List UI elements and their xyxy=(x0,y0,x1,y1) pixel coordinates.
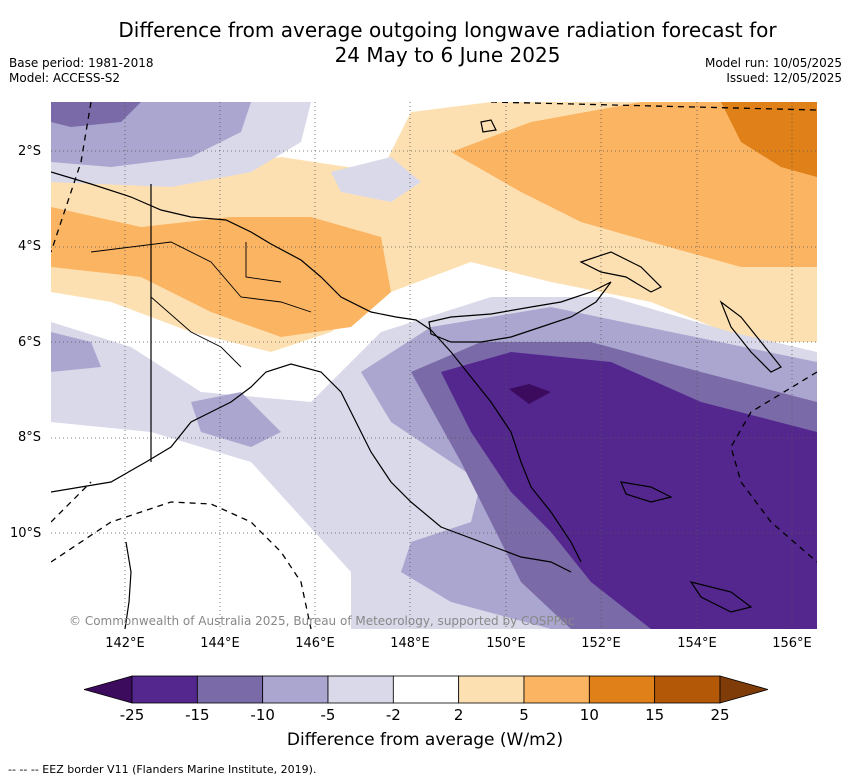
province-borders xyxy=(90,241,312,368)
colorbar-segment xyxy=(392,675,460,704)
anomaly-5-10-region-ne xyxy=(451,102,817,267)
lon-label-146e: 146°E xyxy=(295,636,335,651)
lon-label-144e: 144°E xyxy=(200,636,240,651)
model-name: Model: ACCESS-S2 xyxy=(9,71,121,85)
colorbar-segment xyxy=(523,675,590,704)
colorbar-title: Difference from average (W/m2) xyxy=(286,730,564,750)
meta-right: Model run: 10/05/2025 Issued: 12/05/2025 xyxy=(705,56,842,86)
lon-label-150e: 150°E xyxy=(486,636,526,651)
meta-left: Base period: 1981-2018 Model: ACCESS-S2 xyxy=(9,56,154,86)
colorbar-cap-low xyxy=(84,675,133,704)
map-title: Difference from average outgoing longwav… xyxy=(80,18,815,68)
title-line-2: 24 May to 6 June 2025 xyxy=(334,43,561,67)
anomaly-neg2-neg5-region-small xyxy=(331,157,421,202)
lat-label-4s: 4°S xyxy=(18,239,42,254)
title-line-1: Difference from average outgoing longwav… xyxy=(118,18,777,42)
colorbar-tick-label: 15 xyxy=(645,706,665,724)
colorbar xyxy=(84,675,768,704)
colorbar-segment xyxy=(196,675,264,704)
lon-label-148e: 148°E xyxy=(390,636,430,651)
coastlines xyxy=(51,119,782,629)
colorbar-tick-label: -10 xyxy=(250,706,275,724)
colorbar-segment xyxy=(131,675,198,704)
anomaly-neg5-neg10-region-mid xyxy=(191,392,281,447)
colorbar-tick-label: 2 xyxy=(453,706,464,724)
issued-date: Issued: 12/05/2025 xyxy=(726,71,842,85)
eez-borders xyxy=(51,102,817,629)
model-run: Model run: 10/05/2025 xyxy=(704,56,842,70)
colorbar-tick-label: -15 xyxy=(185,706,210,724)
colorbar-segment xyxy=(654,675,721,704)
lat-label-6s: 6°S xyxy=(18,335,42,350)
lat-label-10s: 10°S xyxy=(10,526,42,541)
anomaly-neg15-neg25-region xyxy=(441,352,817,629)
colorbar-segment xyxy=(262,675,329,704)
colorbar-tick-label: -25 xyxy=(119,706,145,724)
lat-label-2s: 2°S xyxy=(18,144,42,159)
lon-label-156e: 156°E xyxy=(772,636,812,651)
anomaly-below-neg25-region xyxy=(509,384,551,404)
colorbar-tick-label: 10 xyxy=(579,706,599,724)
olr-anomaly-map xyxy=(51,102,817,629)
colorbar-segment xyxy=(327,675,394,704)
colorbar-tick-label: -5 xyxy=(320,706,336,724)
lon-label-142e: 142°E xyxy=(105,636,145,651)
eez-footnote: -- -- -- EEZ border V11 (Flanders Marine… xyxy=(8,763,317,776)
colorbar-tick-label: -2 xyxy=(385,706,401,724)
colorbar-tick-label: 5 xyxy=(519,706,529,724)
lon-label-154e: 154°E xyxy=(677,636,717,651)
colorbar-segment xyxy=(458,675,525,704)
copyright-text: © Commonwealth of Australia 2025, Bureau… xyxy=(69,614,575,628)
anomaly-10-15-region xyxy=(721,102,817,177)
anomaly-neg10-neg15-region-nw xyxy=(51,102,141,127)
colorbar-cap-high xyxy=(719,675,768,704)
base-period: Base period: 1981-2018 xyxy=(9,56,154,70)
lon-label-152e: 152°E xyxy=(581,636,621,651)
colorbar-segment xyxy=(588,675,656,704)
lat-label-8s: 8°S xyxy=(18,430,42,445)
colorbar-tick-label: 25 xyxy=(710,706,730,724)
anomaly-5-10-region xyxy=(51,207,391,337)
